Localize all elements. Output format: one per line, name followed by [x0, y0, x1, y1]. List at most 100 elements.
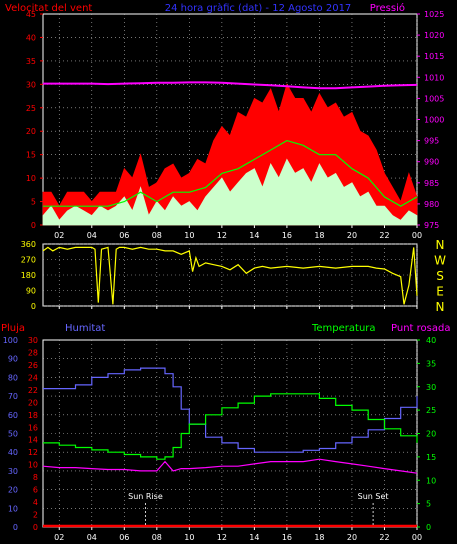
- y-tick-label-wind: 40: [26, 33, 36, 42]
- y-tick-label-pressure: 1000: [424, 116, 444, 125]
- y-tick-label-direction: 90: [26, 287, 36, 296]
- y-tick-label-rain: 8: [33, 473, 38, 482]
- x-tick-label: 12: [217, 533, 227, 542]
- sun-event-label: Sun Rise: [128, 492, 163, 501]
- y-tick-label-wind: 5: [31, 198, 36, 207]
- x-tick-label: 18: [314, 533, 324, 542]
- y-tick-label-wind: 20: [26, 127, 36, 136]
- y-tick-label-temperature: 10: [426, 476, 436, 485]
- x-tick-label: 04: [87, 231, 97, 240]
- y-tick-label-rain: 2: [33, 511, 38, 520]
- compass-label: S: [436, 269, 444, 283]
- y-tick-label-direction: 270: [21, 256, 36, 265]
- x-tick-label: 20: [347, 231, 357, 240]
- rain-axis-title: Pluja: [1, 323, 25, 334]
- y-tick-label-pressure: 1005: [424, 94, 444, 103]
- y-tick-label-humidity: 10: [8, 504, 18, 513]
- x-tick-label: 18: [314, 231, 324, 240]
- temperature-series: [43, 393, 418, 460]
- pressure-title: Pressió: [370, 2, 405, 14]
- y-tick-label-rain: 20: [28, 398, 38, 407]
- x-tick-label: 00: [412, 533, 422, 542]
- y-tick-label-pressure: 990: [424, 158, 439, 167]
- y-tick-label-wind: 10: [26, 174, 36, 183]
- y-tick-label-wind: 35: [26, 57, 36, 66]
- y-tick-label-rain: 14: [28, 436, 38, 445]
- x-tick-label: 10: [184, 231, 194, 240]
- y-tick-label-pressure: 975: [424, 221, 439, 230]
- wind-direction-series: [42, 246, 418, 305]
- y-tick-label-rain: 22: [28, 386, 38, 395]
- x-tick-label: 22: [379, 231, 389, 240]
- wind-speed-title: Velocitat del vent: [5, 3, 92, 14]
- y-tick-label-rain: 6: [33, 486, 38, 495]
- y-tick-label-humidity: 100: [3, 336, 18, 345]
- y-tick-label-pressure: 1020: [424, 31, 444, 40]
- compass-label: W: [434, 254, 446, 268]
- y-tick-label-humidity: 60: [8, 411, 18, 420]
- wind-pressure-panel: 0510152025303540459759809859909951000100…: [26, 10, 445, 240]
- y-tick-label-humidity: 50: [8, 430, 18, 439]
- x-tick-label: 22: [379, 533, 389, 542]
- y-tick-label-wind: 45: [26, 10, 36, 19]
- y-tick-label-temperature: 5: [426, 500, 431, 509]
- y-tick-label-temperature: 25: [426, 406, 436, 415]
- sun-event-label: Sun Set: [358, 492, 389, 501]
- y-tick-label-rain: 4: [33, 498, 38, 507]
- y-tick-label-temperature: 30: [426, 383, 436, 392]
- x-tick-label: 16: [282, 231, 292, 240]
- wind-average-series: [43, 139, 418, 207]
- y-tick-label-pressure: 1010: [424, 73, 444, 82]
- x-tick-label: 12: [217, 231, 227, 240]
- y-tick-label-wind: 25: [26, 104, 36, 113]
- dewpoint-axis-title: Punt rosada: [391, 323, 450, 334]
- chart-date-title: 24 hora gràfic (dat) - 12 Agosto 2017: [165, 2, 352, 14]
- temperature-axis-title: Temperatura: [311, 323, 376, 334]
- y-tick-label-rain: 18: [28, 411, 38, 420]
- x-tick-label: 04: [87, 533, 97, 542]
- x-tick-label: 10: [184, 533, 194, 542]
- x-tick-label: 08: [152, 231, 162, 240]
- y-tick-label-rain: 12: [28, 448, 38, 457]
- y-tick-label-pressure: 980: [424, 200, 439, 209]
- y-tick-label-rain: 28: [28, 348, 38, 357]
- y-tick-label-humidity: 70: [8, 392, 18, 401]
- y-tick-label-temperature: 40: [426, 336, 436, 345]
- compass-label: E: [436, 285, 444, 299]
- y-tick-label-rain: 16: [28, 423, 38, 432]
- wind-speed-series: [42, 158, 418, 226]
- y-tick-label-humidity: 40: [8, 448, 18, 457]
- y-tick-label-wind: 30: [26, 80, 36, 89]
- x-tick-label: 16: [282, 533, 292, 542]
- y-tick-label-humidity: 20: [8, 486, 18, 495]
- humidity-axis-title: Humitat: [65, 323, 105, 334]
- humidity-series: [43, 367, 418, 453]
- y-tick-label-pressure: 1025: [424, 10, 444, 19]
- x-tick-label: 08: [152, 533, 162, 542]
- x-tick-label: 06: [119, 533, 129, 542]
- compass-label: N: [436, 238, 445, 252]
- x-tick-label: 02: [54, 533, 64, 542]
- y-tick-label-temperature: 35: [426, 359, 436, 368]
- y-tick-label-pressure: 985: [424, 179, 439, 188]
- y-tick-label-wind: 0: [31, 221, 36, 230]
- y-tick-label-humidity: 80: [8, 373, 18, 382]
- y-tick-label-direction: 360: [21, 240, 36, 249]
- x-tick-label: 14: [249, 231, 259, 240]
- y-tick-label-direction: 0: [31, 302, 36, 311]
- y-tick-label-temperature: 20: [426, 430, 436, 439]
- x-tick-label: 02: [54, 231, 64, 240]
- y-tick-label-pressure: 1015: [424, 52, 444, 61]
- y-tick-label-rain: 26: [28, 361, 38, 370]
- y-tick-label-direction: 180: [21, 271, 36, 280]
- y-tick-label-humidity: 0: [13, 523, 18, 532]
- x-tick-label: 00: [412, 231, 422, 240]
- y-tick-label-rain: 10: [28, 461, 38, 470]
- compass-label: N: [436, 300, 445, 314]
- y-tick-label-humidity: 30: [8, 467, 18, 476]
- y-tick-label-pressure: 995: [424, 137, 439, 146]
- y-tick-label-humidity: 90: [8, 355, 18, 364]
- x-tick-label: 14: [249, 533, 259, 542]
- y-tick-label-wind: 15: [26, 151, 36, 160]
